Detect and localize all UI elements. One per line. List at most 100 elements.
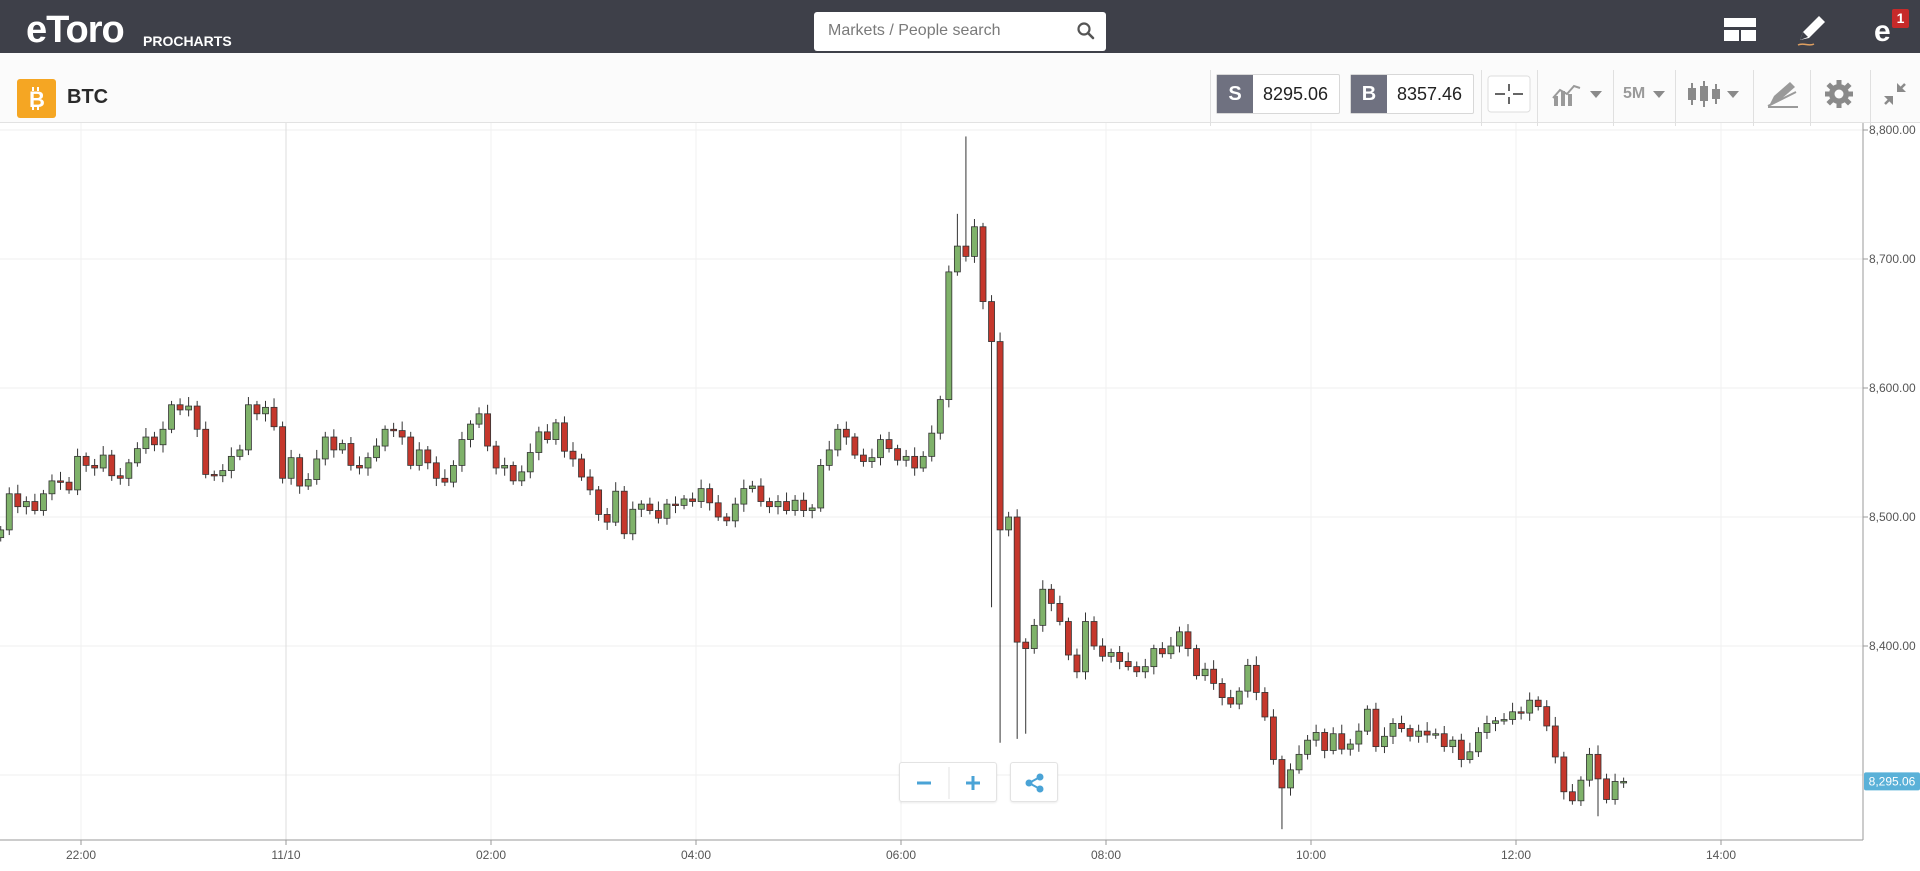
candle-down: [424, 449, 432, 464]
candle-down: [82, 455, 90, 466]
candle-up: [373, 445, 380, 459]
zoom-in-icon[interactable]: [963, 773, 983, 793]
y-tick-label: 8,500.00: [1869, 510, 1916, 524]
candle-up: [663, 503, 671, 519]
user-account-icon[interactable]: e: [1868, 12, 1904, 48]
candle-down: [1440, 733, 1448, 748]
x-tick-label: 14:00: [1706, 848, 1736, 862]
candle-down: [356, 464, 363, 469]
candlestick-type-icon[interactable]: [1684, 74, 1746, 114]
candle-up: [971, 226, 978, 257]
candle-up: [1346, 743, 1354, 750]
toolbar-divider: [1481, 70, 1482, 126]
search-icon[interactable]: [1076, 21, 1096, 41]
top-nav-bar: eToro PROCHARTS Markets / People search …: [0, 0, 1920, 53]
candle-up: [1107, 652, 1115, 657]
candle-down: [885, 439, 893, 450]
layout-icon[interactable]: [1722, 12, 1758, 48]
candle-down: [783, 501, 790, 511]
candle-down: [31, 501, 39, 511]
candle-up: [1586, 753, 1593, 781]
candle-up: [1389, 723, 1397, 737]
indicators-icon[interactable]: [1550, 74, 1610, 114]
candle-down: [1372, 708, 1380, 748]
candle-down: [509, 464, 517, 482]
candle-up: [1201, 668, 1209, 677]
candle-down: [1423, 730, 1431, 736]
candle-down: [1603, 778, 1610, 800]
candle-up: [501, 464, 509, 469]
buy-button[interactable]: B 8357.46: [1350, 74, 1474, 114]
candle-up: [1611, 781, 1619, 800]
y-tick-label: 8,800.00: [1869, 123, 1916, 137]
candle-down: [1398, 723, 1405, 729]
candle-down: [1158, 648, 1166, 655]
candle-up: [791, 499, 799, 511]
toolbar-divider: [1810, 70, 1811, 126]
candle-up: [1039, 588, 1047, 626]
candle-up: [1577, 779, 1585, 802]
candle-up: [877, 439, 884, 459]
candle-down: [723, 516, 731, 522]
candle-down: [894, 448, 901, 461]
candle-down: [1517, 711, 1525, 714]
toolbar-divider: [1613, 70, 1614, 126]
drawing-tools-icon[interactable]: [1760, 74, 1806, 114]
candle-up: [1415, 730, 1423, 737]
candle-up: [612, 490, 620, 523]
buy-label: B: [1351, 75, 1387, 113]
zoom-out-icon[interactable]: [914, 773, 934, 793]
crosshair-icon[interactable]: [1487, 74, 1531, 114]
candle-up: [338, 443, 346, 451]
candle-up: [1466, 751, 1474, 760]
timeframe-dropdown[interactable]: 5M: [1620, 74, 1670, 114]
candle-down: [1270, 716, 1277, 760]
candle-up: [159, 428, 167, 446]
collapse-icon[interactable]: [1872, 74, 1918, 114]
candle-up: [1432, 733, 1440, 736]
candle-down: [646, 503, 654, 511]
search-input[interactable]: Markets / People search: [814, 12, 1106, 51]
x-tick-label: 02:00: [476, 848, 506, 862]
candle-up: [227, 455, 235, 471]
candle-down: [595, 489, 603, 515]
candle-up: [902, 455, 910, 461]
candle-down: [672, 503, 679, 507]
svg-text:e: e: [1874, 15, 1891, 48]
candle-down: [851, 436, 859, 456]
candle-down: [1090, 621, 1098, 647]
candle-down: [492, 445, 500, 469]
candle-down: [1457, 739, 1465, 760]
candle-up: [834, 428, 842, 451]
bitcoin-icon: B: [17, 79, 56, 118]
candle-down: [996, 341, 1004, 531]
candle-up: [22, 501, 30, 508]
candle-up: [680, 498, 688, 506]
candle-down: [484, 413, 491, 447]
candle-down: [1252, 664, 1260, 693]
share-icon: [1025, 773, 1044, 793]
candle-up: [1475, 732, 1482, 753]
pencil-icon[interactable]: [1794, 12, 1830, 48]
candle-down: [655, 510, 662, 519]
candle-up: [1449, 739, 1457, 748]
instrument-symbol: BTC: [67, 86, 109, 108]
etoro-logo[interactable]: eToro: [26, 9, 125, 51]
notification-badge[interactable]: 1: [1892, 9, 1909, 28]
candle-down: [193, 405, 201, 430]
candle-up: [928, 432, 936, 457]
candle-down: [432, 462, 440, 479]
toolbar-divider: [1753, 70, 1754, 126]
candle-up: [219, 470, 227, 477]
candle-up: [817, 464, 825, 509]
price-chart[interactable]: 8,800.00 8,700.00 8,600.00 8,500.00 8,400.00…: [0, 123, 1920, 871]
sell-button[interactable]: S 8295.06: [1216, 74, 1340, 114]
candle-up: [287, 457, 295, 479]
share-button[interactable]: [1010, 762, 1058, 802]
candle-down: [706, 488, 714, 504]
search-placeholder: Markets / People search: [828, 22, 1001, 39]
candle-down: [1338, 733, 1346, 750]
candle-down: [1073, 654, 1081, 673]
y-tick-label: 8,400.00: [1869, 639, 1916, 653]
gear-icon[interactable]: [1814, 74, 1864, 114]
